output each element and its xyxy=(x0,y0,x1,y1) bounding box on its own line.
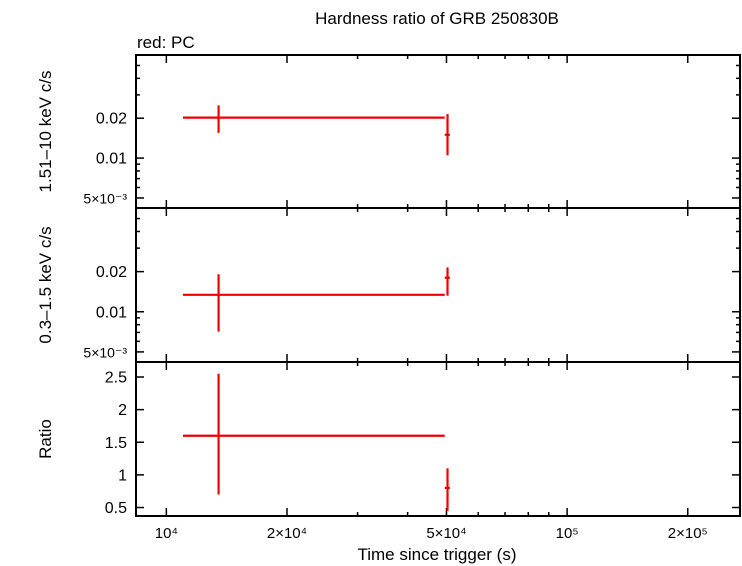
panel-soft: 5×10⁻³ 0.01 0.02 0.3–1.5 keV c/s xyxy=(36,207,741,363)
y-tick-label: 2 xyxy=(118,402,127,419)
y-tick-label: 2.5 xyxy=(105,370,127,387)
y-tick-label: 0.01 xyxy=(96,151,127,168)
legend-label: red: PC xyxy=(137,33,195,52)
y-tick-label: 1.5 xyxy=(105,435,127,452)
plot-frame xyxy=(135,361,741,517)
y-tick-label: 0.01 xyxy=(96,304,127,321)
panel-ratio: 0.5 1 1.5 2 2.5 Ratio xyxy=(36,361,741,517)
y-tick-label: 0.02 xyxy=(96,264,127,281)
y-tick-label: 0.02 xyxy=(96,111,127,128)
y-tick-label: 0.5 xyxy=(105,500,127,517)
chart-title: Hardness ratio of GRB 250830B xyxy=(315,9,559,28)
y-tick-label: 1 xyxy=(118,467,127,484)
y-axis-label: 1.51–10 keV c/s xyxy=(36,71,55,193)
panel-hard: 5×10⁻³ 0.01 0.02 1.51–10 keV c/s xyxy=(36,54,741,209)
y-axis-label: Ratio xyxy=(36,419,55,459)
x-tick-label: 5×10⁴ xyxy=(426,525,466,542)
x-tick-label: 10⁵ xyxy=(556,525,579,542)
plot-frame xyxy=(135,54,741,209)
y-tick-label: 5×10⁻³ xyxy=(83,344,127,360)
x-tick-label: 2×10⁴ xyxy=(267,525,307,542)
x-tick-label: 10⁴ xyxy=(155,525,178,542)
x-axis-label: Time since trigger (s) xyxy=(357,545,516,564)
y-axis-label: 0.3–1.5 keV c/s xyxy=(36,226,55,343)
y-tick-label: 5×10⁻³ xyxy=(83,190,127,206)
x-tick-label: 2×10⁵ xyxy=(668,525,708,542)
plot-frame xyxy=(135,207,741,363)
